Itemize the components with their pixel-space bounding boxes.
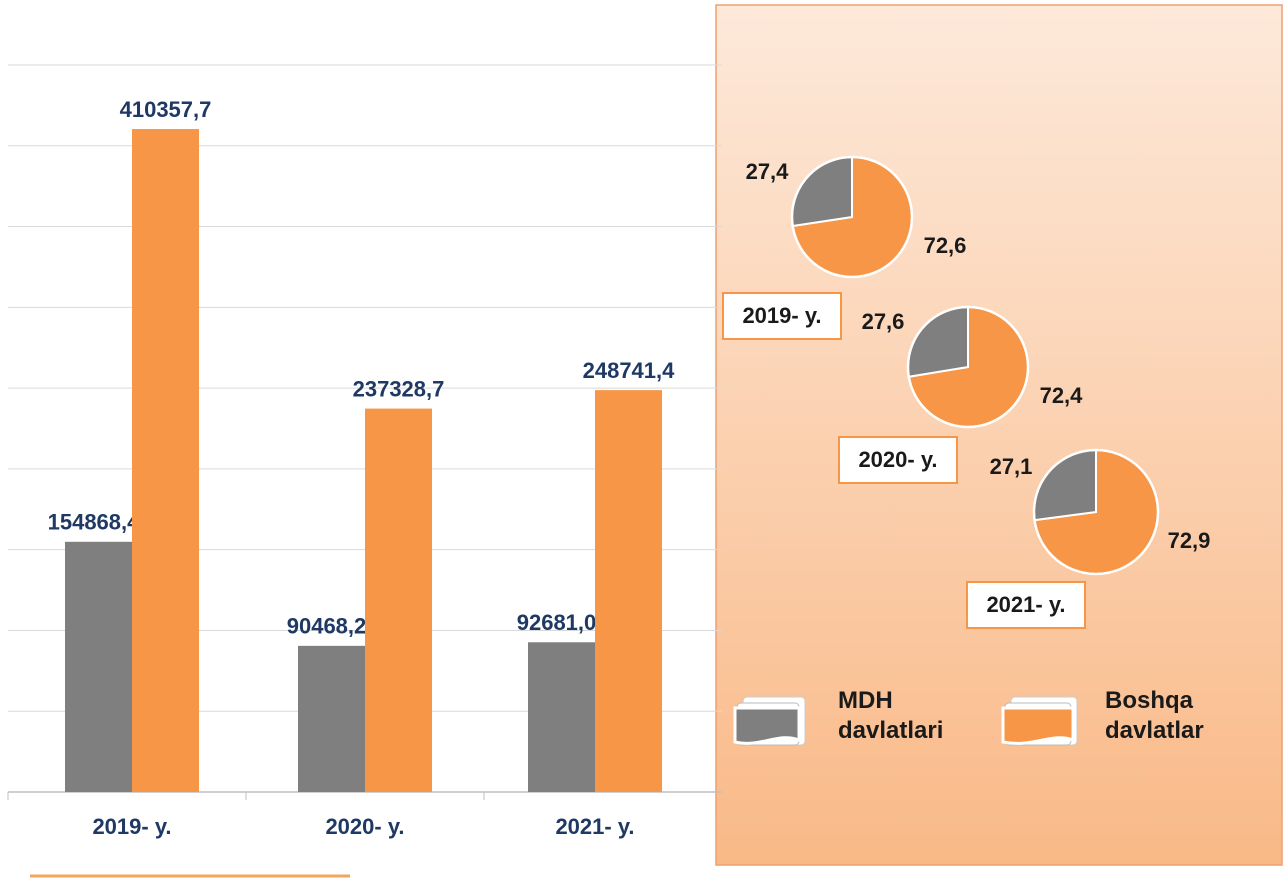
bar [132, 129, 199, 793]
pie-label-box [966, 581, 1086, 629]
pie-rim [790, 155, 914, 279]
value-label: 410357,7 [120, 97, 212, 122]
legend-label: MDH davlatlari [838, 687, 944, 744]
bar [595, 390, 662, 792]
value-label: 248741,4 [583, 358, 676, 383]
pie-label: 2019- y. [742, 303, 821, 328]
bar [528, 642, 595, 792]
pie-panel [715, 4, 1283, 866]
legend-label: Boshqa davlatlar [1105, 687, 1204, 744]
pie-value-label: 27,4 [746, 159, 790, 184]
legend-swatch [733, 706, 801, 745]
x-tick-label: 2019- y. [92, 814, 171, 839]
pie-value-label: 27,6 [862, 309, 905, 334]
value-label: 237328,7 [353, 376, 445, 401]
legend-swatch [1001, 706, 1075, 745]
pie-value-label: 27,1 [990, 454, 1033, 479]
bar [65, 541, 132, 792]
value-label: 154868,4 [48, 510, 141, 535]
pie-label-box [838, 436, 958, 484]
x-tick-label: 2021- y. [555, 814, 634, 839]
pie-label: 2021- y. [986, 592, 1065, 617]
bar [298, 645, 365, 792]
pie-value-label: 72,4 [1040, 383, 1084, 408]
pie-value-label: 72,6 [924, 233, 967, 258]
value-label: 90468,2 [287, 614, 367, 639]
value-label: 92681,0 [517, 610, 597, 635]
pie-label: 2020- y. [858, 447, 937, 472]
pie-label-box [722, 292, 842, 340]
pie-rim [1032, 448, 1160, 576]
x-tick-label: 2020- y. [325, 814, 404, 839]
bar [365, 408, 432, 792]
pie-value-label: 72,9 [1168, 528, 1211, 553]
pie-rim [906, 305, 1030, 429]
